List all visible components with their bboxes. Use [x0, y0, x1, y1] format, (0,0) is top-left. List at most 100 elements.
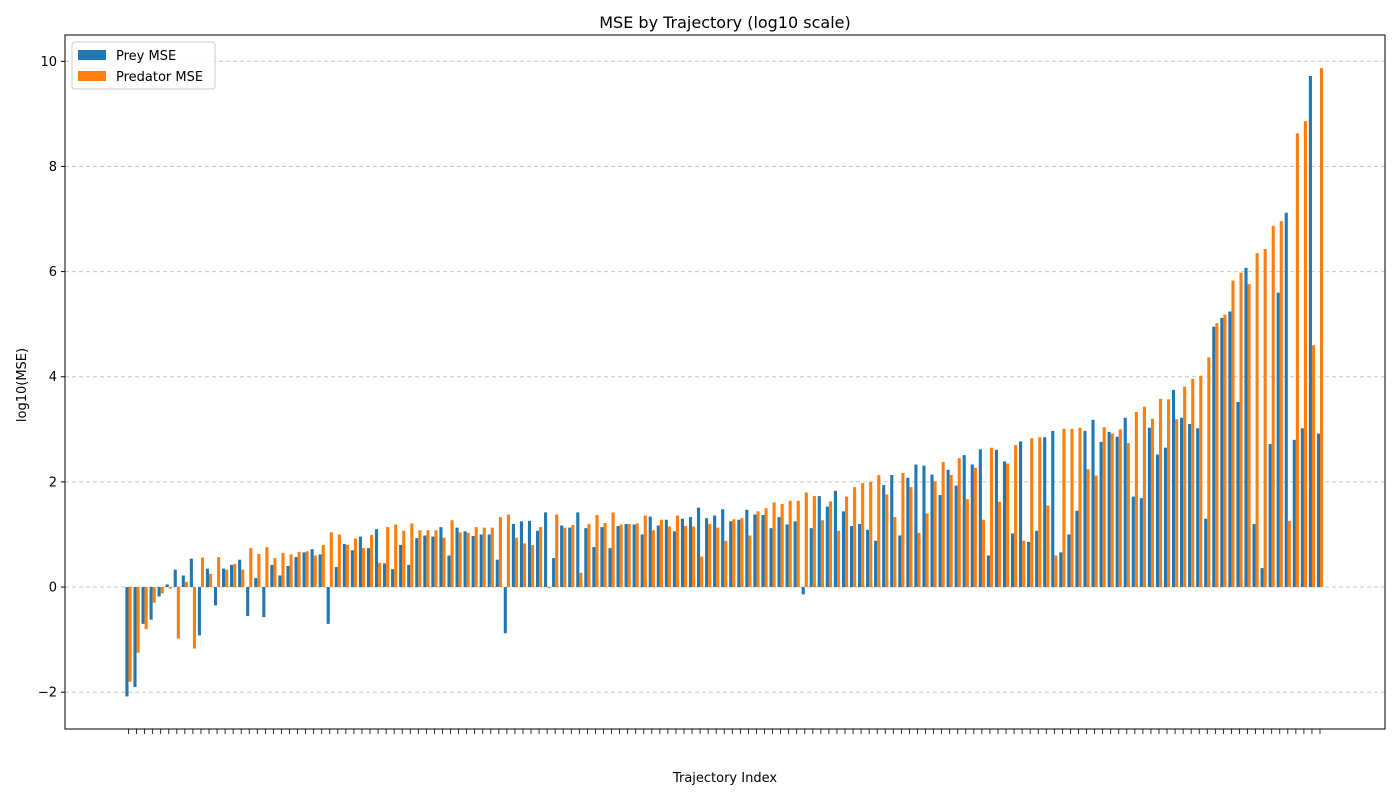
prey-bar — [495, 559, 499, 588]
predator-bar — [1320, 68, 1324, 588]
prey-bar — [1123, 417, 1127, 588]
predator-bar — [225, 569, 229, 588]
prey-bar — [1131, 496, 1135, 588]
predator-bar — [531, 544, 535, 588]
predator-bar — [587, 523, 591, 588]
prey-bar — [1002, 461, 1007, 588]
predator-bar — [595, 515, 599, 588]
predator-bar — [370, 534, 374, 588]
prey-bar — [721, 509, 725, 588]
predator-bar — [1271, 225, 1275, 588]
predator-bar — [1150, 418, 1155, 588]
predator-bar — [1134, 411, 1138, 588]
predator-bar — [925, 513, 929, 588]
prey-bar — [511, 523, 515, 588]
predator-bar — [361, 548, 366, 588]
predator-bar — [1215, 323, 1219, 588]
prey-bar — [1244, 267, 1248, 588]
prey-bar — [632, 524, 636, 588]
predator-bar — [885, 494, 889, 588]
prey-bar — [833, 490, 837, 588]
predator-bar — [378, 562, 382, 588]
y-tick-label: −2 — [38, 686, 57, 701]
legend-swatch-predator — [78, 71, 106, 81]
prey-bar — [205, 568, 210, 588]
prey-bar — [898, 535, 902, 588]
prey-bar — [817, 496, 821, 588]
bars-layer — [125, 68, 1324, 697]
prey-bar — [785, 524, 789, 588]
prey-bar — [165, 584, 169, 588]
predator-bar — [901, 472, 905, 588]
prey-bar — [238, 559, 242, 588]
prey-bar — [374, 529, 379, 588]
predator-bar — [168, 587, 172, 589]
prey-bar — [447, 555, 451, 588]
prey-bar — [334, 567, 338, 588]
prey-bar — [688, 517, 693, 588]
predator-bar — [635, 523, 639, 588]
prey-bar — [1260, 568, 1264, 588]
predator-bar — [683, 526, 688, 588]
prey-bar — [849, 526, 854, 588]
predator-bar — [692, 526, 696, 588]
prey-bar — [1075, 510, 1079, 588]
predator-bar — [289, 554, 293, 588]
predator-bar — [200, 557, 205, 588]
predator-bar — [1303, 121, 1307, 588]
prey-bar — [648, 516, 652, 588]
predator-bar — [1183, 386, 1187, 588]
prey-bar — [737, 519, 741, 588]
prey-bar — [962, 455, 966, 588]
predator-bar — [1207, 357, 1211, 588]
predator-bar — [1054, 555, 1058, 588]
predator-bar — [434, 530, 438, 588]
prey-bar — [584, 528, 588, 588]
prey-bar — [141, 587, 145, 624]
predator-bar — [555, 514, 559, 588]
prey-bar — [366, 548, 371, 588]
y-tick-label: 10 — [40, 55, 57, 70]
predator-bar — [498, 517, 502, 588]
predator-bar — [337, 534, 341, 588]
predator-bar — [1070, 428, 1074, 588]
predator-bar — [1287, 520, 1291, 588]
prey-bar — [262, 587, 266, 618]
predator-bar — [265, 547, 269, 588]
prey-bar — [527, 520, 532, 588]
prey-bar — [970, 464, 974, 588]
prey-bar — [1163, 447, 1168, 588]
predator-bar — [1038, 437, 1042, 588]
predator-bar — [812, 496, 816, 588]
prey-bar — [1043, 437, 1047, 588]
prey-bar — [1171, 389, 1176, 588]
predator-bar — [233, 563, 237, 588]
prey-bar — [978, 449, 982, 588]
predator-bar — [281, 552, 285, 588]
predator-bar — [1231, 280, 1235, 588]
prey-bar — [350, 550, 354, 588]
predator-bar — [804, 492, 808, 588]
predator-bar — [643, 515, 647, 588]
predator-bar — [209, 573, 213, 588]
predator-bar — [909, 487, 913, 588]
predator-bar — [724, 540, 728, 588]
predator-bar — [353, 538, 358, 588]
predator-bar — [861, 482, 865, 588]
prey-bar — [503, 587, 507, 634]
prey-bar — [310, 549, 314, 588]
predator-bar — [1175, 419, 1179, 588]
predator-bar — [853, 487, 857, 588]
prey-bar — [552, 558, 556, 588]
predator-bar — [490, 527, 494, 588]
prey-bar — [230, 564, 234, 588]
y-tick-label: 0 — [49, 581, 57, 596]
prey-bar — [906, 477, 910, 588]
predator-bar — [820, 520, 824, 588]
predator-bar — [893, 517, 897, 588]
predator-bar — [514, 537, 519, 588]
y-tick-label: 6 — [49, 265, 57, 280]
predator-bar — [1118, 429, 1122, 588]
prey-bar — [487, 534, 491, 588]
